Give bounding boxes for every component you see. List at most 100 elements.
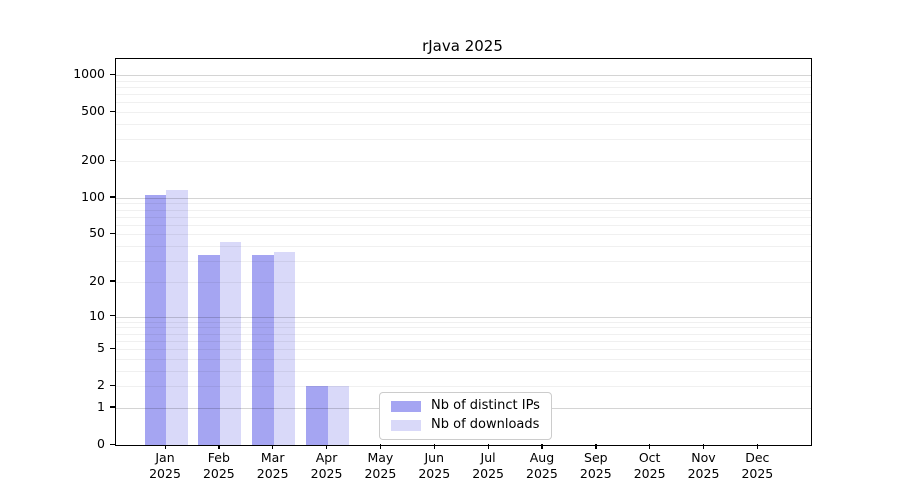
- x-tick-year: 2025: [526, 466, 558, 481]
- x-tick-year: 2025: [364, 466, 397, 481]
- y-tick-label: 20: [89, 272, 105, 288]
- bar-downloads: [327, 386, 350, 445]
- y-tick-mark: [110, 110, 115, 112]
- x-tick-label: Dec 2025: [725, 450, 789, 482]
- minor-gridline: [116, 86, 811, 88]
- x-tick-mark: [541, 444, 543, 449]
- x-tick-label: Feb 2025: [187, 450, 251, 482]
- x-tick-mark: [649, 444, 651, 449]
- minor-gridline: [116, 112, 811, 114]
- minor-gridline: [116, 358, 811, 360]
- y-tick-label: 2: [97, 377, 105, 393]
- minor-gridline: [116, 234, 811, 236]
- minor-gridline: [116, 386, 811, 388]
- y-tick-label: 1: [97, 398, 105, 414]
- gridlines-layer: [116, 59, 811, 445]
- x-tick-month: Apr: [315, 450, 338, 465]
- bar-distinct-ips: [306, 386, 328, 445]
- y-tick-mark: [110, 315, 115, 317]
- x-tick-mark: [164, 444, 166, 449]
- y-tick-mark: [110, 232, 115, 235]
- x-tick-month: Feb: [207, 450, 230, 465]
- legend-item-distinct-ips: Nb of distinct IPs: [391, 398, 540, 414]
- x-tick-mark: [703, 444, 705, 449]
- y-tick-mark: [110, 406, 115, 408]
- minor-gridline: [116, 102, 811, 104]
- y-tick-label: 100: [81, 188, 105, 204]
- x-tick-month: Mar: [260, 450, 285, 465]
- y-tick-mark: [110, 196, 115, 198]
- minor-gridline: [116, 349, 811, 351]
- x-tick-mark: [379, 444, 382, 449]
- chart-title: rJava 2025: [422, 37, 503, 55]
- minor-gridline: [116, 327, 811, 329]
- major-gridline: [116, 75, 811, 77]
- minor-gridline: [116, 139, 811, 141]
- minor-gridline: [116, 161, 811, 163]
- plot-area: [115, 58, 812, 446]
- bar-downloads: [219, 242, 242, 445]
- minor-gridline: [116, 321, 811, 323]
- x-tick-mark: [595, 444, 597, 449]
- major-gridline: [116, 197, 811, 199]
- x-tick-label: Mar 2025: [241, 450, 305, 482]
- x-tick-label: Apr 2025: [295, 450, 359, 482]
- x-tick-label: Oct 2025: [618, 450, 682, 482]
- x-tick-month: Sep: [584, 450, 608, 465]
- x-tick-month: May: [367, 450, 394, 465]
- x-tick-month: Jul: [480, 450, 496, 465]
- x-tick-label: Jul 2025: [456, 450, 520, 482]
- minor-gridline: [116, 94, 811, 96]
- minor-gridline: [116, 80, 811, 82]
- legend-label-distinct-ips: Nb of distinct IPs: [431, 398, 540, 413]
- y-tick-mark: [110, 347, 115, 349]
- bar-distinct-ips: [198, 254, 220, 445]
- x-tick-label: Sep 2025: [564, 450, 628, 482]
- y-tick-mark: [110, 73, 115, 75]
- x-tick-month: Jun: [424, 450, 445, 465]
- x-tick-label: Jan 2025: [133, 450, 197, 482]
- x-tick-year: 2025: [687, 466, 720, 481]
- x-tick-month: Nov: [691, 450, 716, 465]
- legend-label-downloads: Nb of downloads: [431, 417, 540, 432]
- bar-distinct-ips: [252, 254, 274, 445]
- y-tick-label: 500: [81, 103, 105, 119]
- x-tick-month: Jan: [155, 450, 175, 465]
- y-tick-mark: [110, 443, 115, 445]
- x-tick-mark: [756, 444, 759, 449]
- bars-layer: [116, 59, 811, 445]
- minor-gridline: [116, 281, 811, 283]
- x-tick-label: May 2025: [348, 450, 412, 482]
- minor-gridline: [116, 124, 811, 126]
- minor-gridline: [116, 216, 811, 218]
- x-tick-year: 2025: [633, 466, 666, 481]
- y-tick-label: 5: [97, 340, 105, 356]
- x-tick-year: 2025: [418, 466, 451, 481]
- y-tick-label: 1000: [73, 66, 105, 82]
- x-tick-month: Aug: [529, 450, 555, 465]
- minor-gridline: [116, 370, 811, 372]
- x-tick-mark: [487, 444, 489, 449]
- x-tick-month: Dec: [745, 450, 770, 465]
- bar-downloads: [273, 251, 296, 445]
- x-tick-mark: [218, 444, 220, 449]
- distinct-ips-swatch: [391, 400, 421, 412]
- y-tick-label: 10: [89, 307, 105, 323]
- x-tick-mark: [272, 444, 274, 449]
- bar-downloads: [166, 189, 188, 445]
- y-tick-mark: [110, 280, 115, 282]
- x-tick-year: 2025: [202, 466, 235, 481]
- x-tick-mark: [433, 444, 436, 449]
- major-gridline: [116, 316, 811, 318]
- x-tick-mark: [326, 444, 328, 449]
- minor-gridline: [116, 246, 811, 248]
- x-tick-label: Nov 2025: [672, 450, 736, 482]
- bar-distinct-ips: [144, 194, 166, 445]
- downloads-swatch: [391, 419, 421, 431]
- x-tick-year: 2025: [579, 466, 612, 481]
- minor-gridline: [116, 209, 811, 211]
- minor-gridline: [116, 224, 811, 226]
- x-tick-label: Jun 2025: [402, 450, 466, 482]
- x-tick-label: Aug 2025: [510, 450, 574, 482]
